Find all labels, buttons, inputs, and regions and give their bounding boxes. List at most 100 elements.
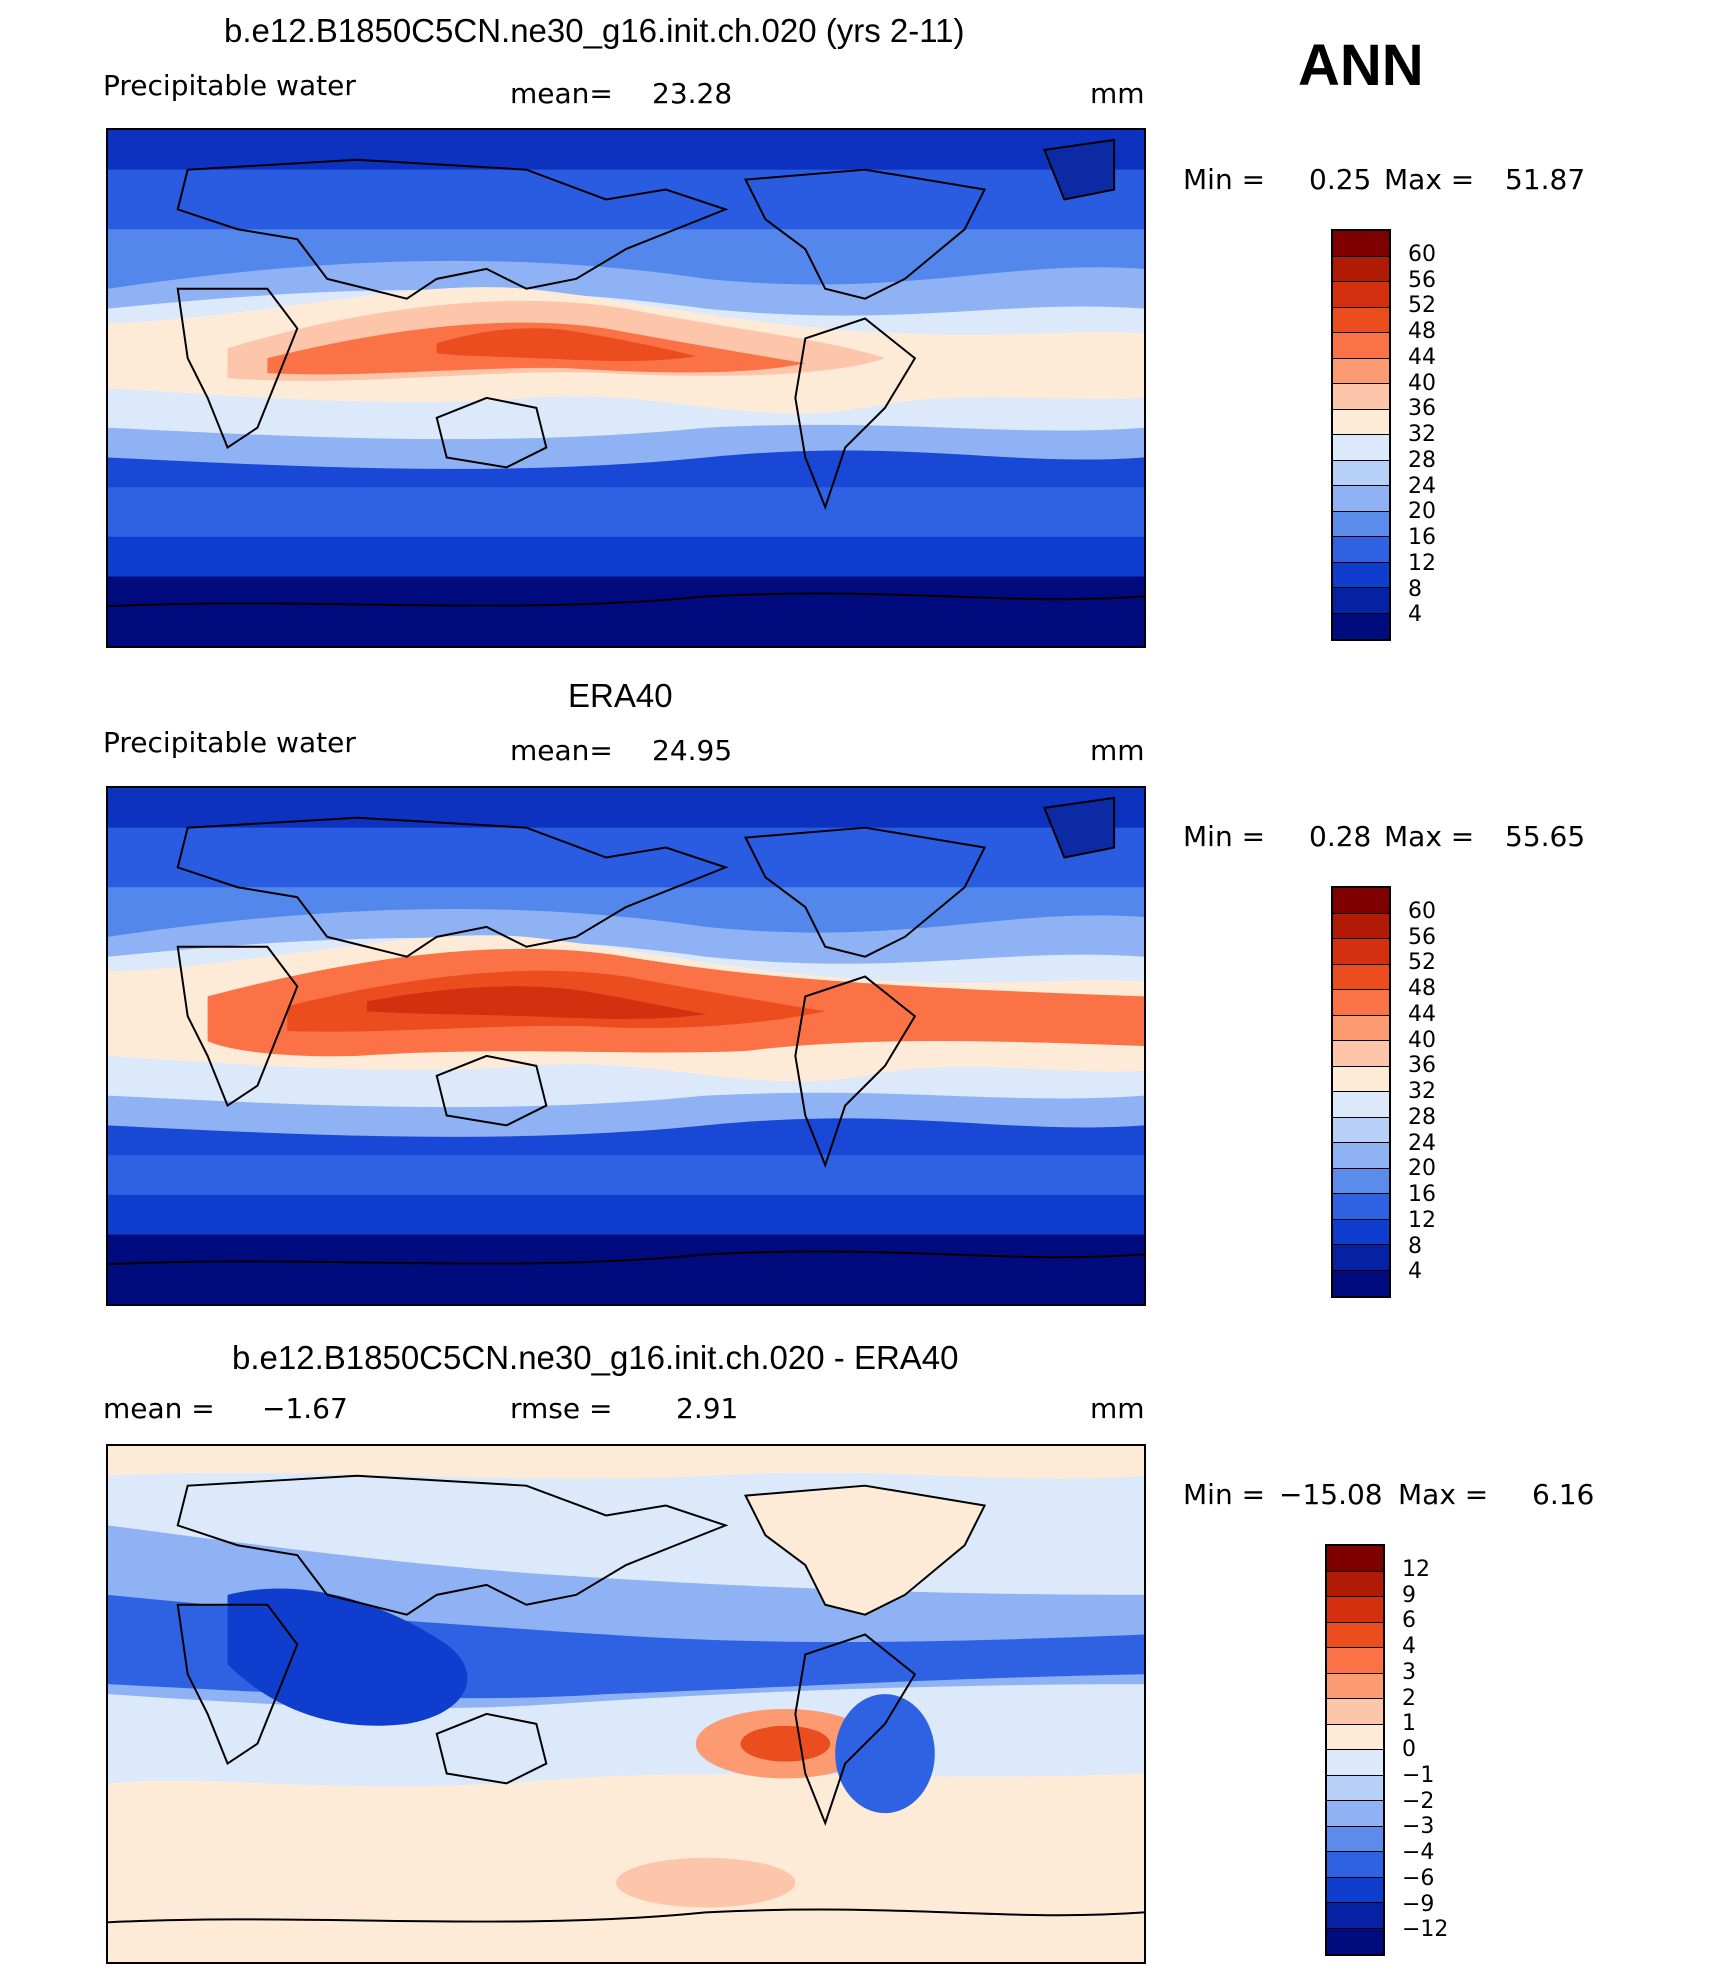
- colorbar-tick-label: 52: [1408, 950, 1436, 976]
- colorbar-tick-label: 12: [1408, 1207, 1436, 1233]
- colorbar-swatch: [1333, 939, 1389, 965]
- panel1-map-svg: [108, 130, 1144, 646]
- colorbar-swatch: [1333, 1219, 1389, 1245]
- colorbar-tick-label: 16: [1408, 525, 1436, 550]
- colorbar-tick-label: −2: [1402, 1788, 1435, 1814]
- colorbar-tick-label: −4: [1402, 1840, 1435, 1865]
- colorbar-tick-label: −6: [1402, 1865, 1435, 1891]
- colorbar-swatch: [1333, 460, 1389, 486]
- colorbar-tick-label: 12: [1408, 550, 1436, 576]
- colorbar-swatch: [1327, 1622, 1383, 1648]
- colorbar-swatch: [1333, 435, 1389, 461]
- colorbar-swatch: [1327, 1750, 1383, 1776]
- colorbar-tick-label: −1: [1402, 1762, 1435, 1788]
- colorbar-tick-label: 60: [1408, 241, 1436, 267]
- colorbar-tick-label: −12: [1402, 1917, 1449, 1943]
- colorbar-swatch: [1333, 1143, 1389, 1169]
- colorbar-swatch: [1333, 307, 1389, 333]
- colorbar-swatch: [1327, 1597, 1383, 1623]
- colorbar-swatch: [1333, 1168, 1389, 1194]
- panel1-map: [106, 128, 1146, 648]
- colorbar-tick-label: 3: [1402, 1659, 1416, 1685]
- colorbar-tick-label: 4: [1408, 1259, 1422, 1285]
- colorbar-swatch: [1333, 888, 1389, 914]
- colorbar-tick-label: 0: [1402, 1737, 1416, 1762]
- panel1-min-value: 0.25: [1309, 163, 1372, 196]
- colorbar-tick-label: 12: [1402, 1556, 1430, 1582]
- colorbar-swatch: [1333, 588, 1389, 614]
- panel3-max-label: Max =: [1398, 1478, 1489, 1511]
- colorbar-tick-label: 16: [1408, 1182, 1436, 1207]
- colorbar-tick-label: 60: [1408, 898, 1436, 924]
- panel3-min-label: Min =: [1183, 1478, 1266, 1511]
- panel3-rmse-value: 2.91: [676, 1392, 739, 1425]
- colorbar-swatch: [1333, 990, 1389, 1016]
- panel1-max-label: Max =: [1384, 163, 1475, 196]
- colorbar-swatch: [1327, 1673, 1383, 1699]
- panel2-variable: Precipitable water: [103, 726, 356, 759]
- panel2-min-label: Min =: [1183, 820, 1266, 853]
- panel2-map-svg: [108, 788, 1144, 1304]
- colorbar-swatch: [1333, 1117, 1389, 1143]
- panel1-mean-label: mean=: [510, 77, 613, 110]
- colorbar-swatch: [1333, 231, 1389, 257]
- colorbar-swatch: [1333, 358, 1389, 384]
- colorbar-swatch: [1333, 913, 1389, 939]
- colorbar-swatch: [1327, 1571, 1383, 1597]
- colorbar-swatch: [1333, 256, 1389, 282]
- colorbar-tick-label: 44: [1408, 344, 1436, 370]
- colorbar-tick-label: 4: [1402, 1634, 1416, 1659]
- colorbar-tick-label: 52: [1408, 293, 1436, 319]
- panel2-min-value: 0.28: [1309, 820, 1372, 853]
- panel1-title: b.e12.B1850C5CN.ne30_g16.init.ch.020 (yr…: [224, 12, 965, 49]
- panel3-mean-value: −1.67: [262, 1392, 348, 1425]
- panel3-mean-label: mean =: [103, 1392, 215, 1425]
- colorbar-swatch: [1327, 1903, 1383, 1929]
- colorbar-swatch: [1327, 1852, 1383, 1878]
- colorbar-tick-label: 32: [1408, 422, 1436, 447]
- colorbar-swatch: [1333, 409, 1389, 435]
- colorbar-tick-label: 36: [1408, 396, 1436, 422]
- colorbar-swatch: [1333, 511, 1389, 537]
- colorbar-tick-label: −9: [1402, 1891, 1435, 1917]
- colorbar-tick-label: 40: [1408, 1027, 1436, 1053]
- colorbar-swatch: [1333, 1194, 1389, 1220]
- colorbar-tick-label: −3: [1402, 1814, 1435, 1840]
- panel2-units: mm: [1090, 734, 1145, 767]
- colorbar-tick-label: 8: [1408, 1233, 1422, 1259]
- panel3-rmse-label: rmse =: [510, 1392, 613, 1425]
- colorbar-swatch: [1333, 1015, 1389, 1041]
- colorbar-swatch: [1333, 1245, 1389, 1271]
- colorbar-tick-label: 44: [1408, 1001, 1436, 1027]
- colorbar-swatch: [1333, 537, 1389, 563]
- colorbar-swatch: [1333, 1066, 1389, 1092]
- colorbar-tick-label: 28: [1408, 447, 1436, 473]
- colorbar-tick-label: 9: [1402, 1582, 1416, 1608]
- panel2-max-value: 55.65: [1505, 820, 1586, 853]
- colorbar-tick-label: 56: [1408, 924, 1436, 950]
- panel3-min-value: −15.08: [1279, 1478, 1383, 1511]
- panel1-units: mm: [1090, 77, 1145, 110]
- colorbar-swatch: [1327, 1877, 1383, 1903]
- panel3-map: [106, 1444, 1146, 1964]
- colorbar-tick-label: 48: [1408, 976, 1436, 1001]
- panel3-units: mm: [1090, 1392, 1145, 1425]
- panel2-mean-value: 24.95: [652, 734, 733, 767]
- colorbar-tick-label: 6: [1402, 1608, 1416, 1634]
- colorbar-swatch: [1333, 562, 1389, 588]
- colorbar-swatch: [1333, 333, 1389, 359]
- colorbar-swatch: [1333, 282, 1389, 308]
- panel2-title: ERA40: [568, 677, 673, 714]
- panel2-map: [106, 786, 1146, 1306]
- colorbar-tick-label: 24: [1408, 473, 1436, 499]
- colorbar-swatch: [1327, 1775, 1383, 1801]
- colorbar-swatch: [1327, 1724, 1383, 1750]
- colorbar-swatch: [1327, 1928, 1383, 1954]
- panel2-mean-label: mean=: [510, 734, 613, 767]
- colorbar-tick-label: 8: [1408, 576, 1422, 602]
- colorbar-swatch: [1333, 1041, 1389, 1067]
- colorbar-tick-label: 1: [1402, 1711, 1416, 1737]
- panel3-title: b.e12.B1850C5CN.ne30_g16.init.ch.020 - E…: [232, 1339, 959, 1376]
- panel2-max-label: Max =: [1384, 820, 1475, 853]
- colorbar-tick-label: 4: [1408, 602, 1422, 628]
